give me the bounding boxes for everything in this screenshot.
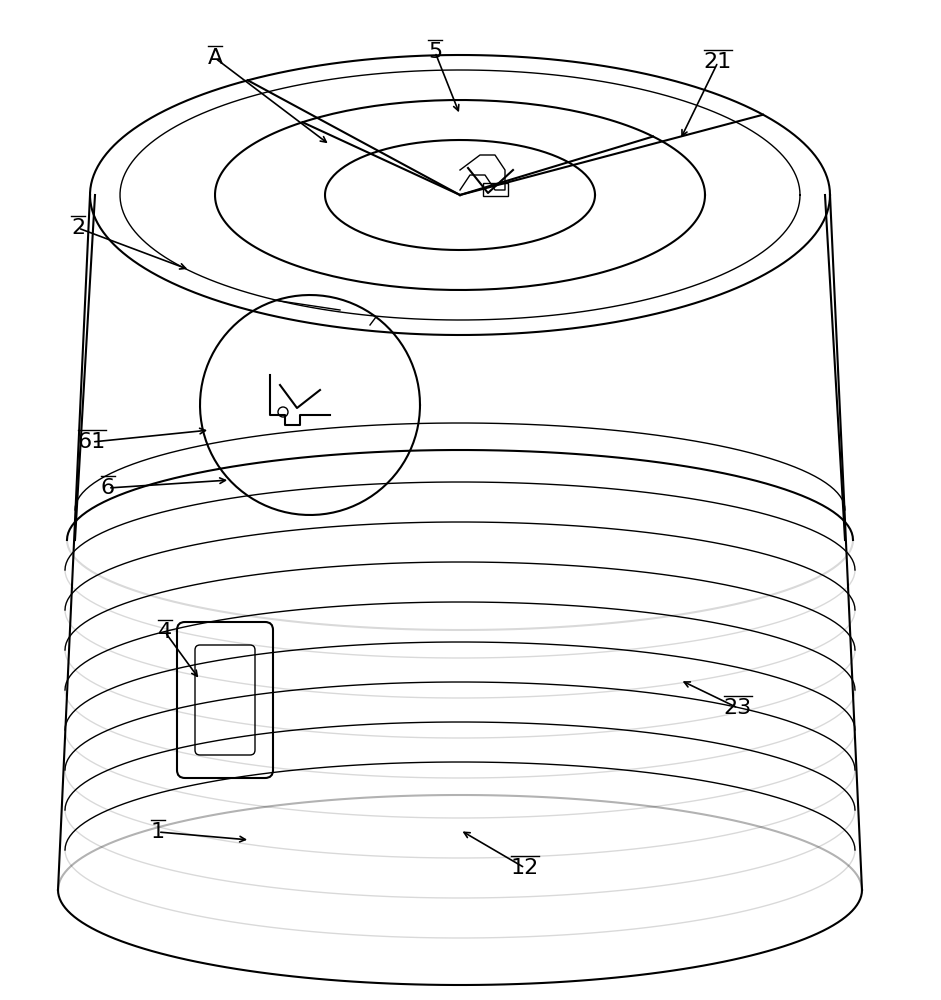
FancyBboxPatch shape: [177, 622, 273, 778]
Text: 1: 1: [151, 822, 165, 842]
Text: 21: 21: [704, 52, 732, 72]
Text: 5: 5: [428, 42, 442, 62]
Text: 6: 6: [101, 478, 115, 498]
Text: 4: 4: [158, 622, 172, 642]
Text: 2: 2: [71, 218, 85, 238]
Text: A: A: [207, 48, 223, 68]
Text: 61: 61: [78, 432, 106, 452]
FancyBboxPatch shape: [195, 645, 255, 755]
Text: 23: 23: [724, 698, 752, 718]
Text: 12: 12: [511, 858, 539, 878]
